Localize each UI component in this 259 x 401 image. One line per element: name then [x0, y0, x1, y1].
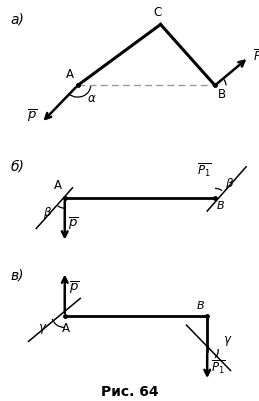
- Text: A: A: [54, 179, 62, 192]
- Text: B: B: [197, 301, 204, 311]
- Text: $\alpha$: $\alpha$: [87, 92, 97, 105]
- Text: A: A: [62, 322, 70, 335]
- Text: $\overline{P_1}$: $\overline{P_1}$: [211, 358, 225, 376]
- Text: C: C: [154, 6, 162, 18]
- Text: $\overline{p}$: $\overline{p}$: [69, 280, 79, 296]
- Text: $\beta$: $\beta$: [225, 176, 234, 192]
- Text: $\gamma$: $\gamma$: [223, 334, 233, 348]
- Text: в): в): [10, 268, 24, 282]
- Text: Рис. 64: Рис. 64: [101, 385, 158, 399]
- Text: б): б): [10, 160, 24, 174]
- Text: $\beta$: $\beta$: [43, 205, 53, 221]
- Text: A: A: [66, 68, 74, 81]
- Text: $\overline{p}$: $\overline{p}$: [27, 107, 38, 124]
- Text: B: B: [216, 200, 224, 211]
- Text: B: B: [218, 88, 226, 101]
- Text: $\overline{P_1}$: $\overline{P_1}$: [253, 47, 259, 65]
- Text: а): а): [10, 13, 24, 27]
- Text: $\overline{P_1}$: $\overline{P_1}$: [197, 162, 211, 179]
- Text: $\gamma$: $\gamma$: [38, 322, 47, 336]
- Text: $\overline{p}$: $\overline{p}$: [68, 216, 78, 232]
